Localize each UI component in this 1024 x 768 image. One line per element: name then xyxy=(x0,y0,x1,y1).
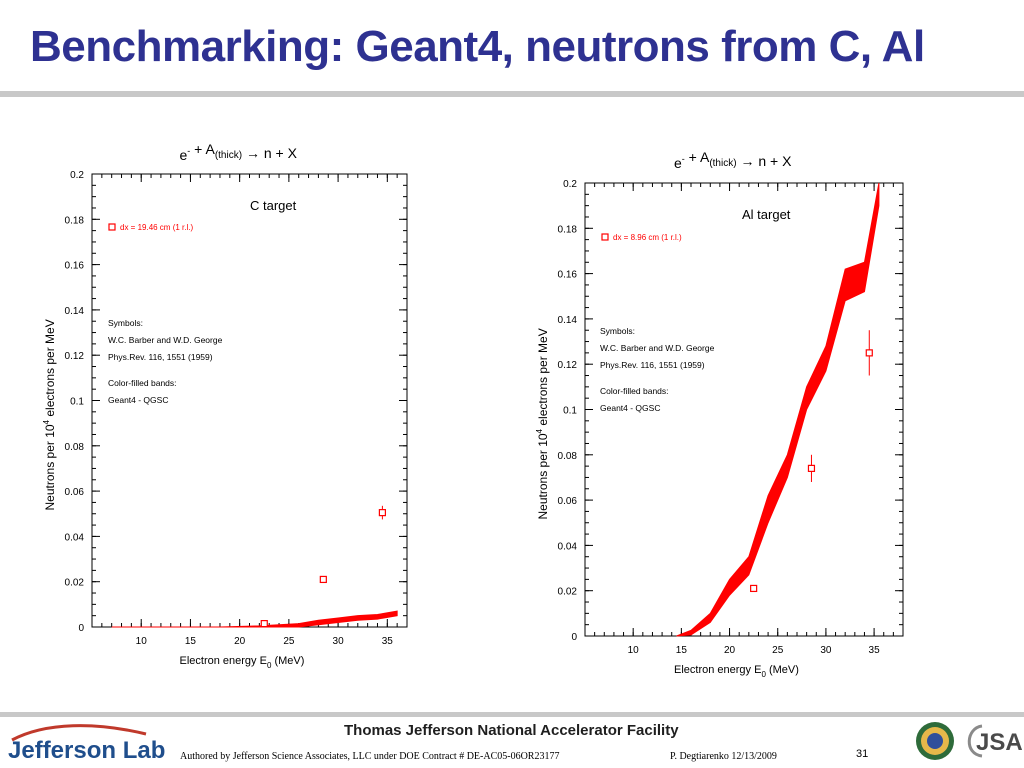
chart-panel-2: e- + A(thick) → n + X 0 0.02 0.04 0.06 0.08 0.… xyxy=(535,149,904,679)
jsa-logo: JSA xyxy=(967,724,1023,758)
data-point xyxy=(260,620,268,628)
jsa-swirl xyxy=(967,724,983,758)
x-tick-label: 30 xyxy=(820,645,832,656)
note-line: W.C. Barber and W.D. George xyxy=(108,335,223,345)
y-tick-label: 0.06 xyxy=(558,496,578,507)
note-line: Phys.Rev. 116, 1551 (1959) xyxy=(108,352,213,362)
jefferson-lab-logo[interactable]: Jefferson Lab xyxy=(6,722,166,768)
y-axis-label: Neutrons per 104 electrons per MeV xyxy=(535,328,550,519)
data-point xyxy=(807,464,816,472)
data-point xyxy=(378,509,386,517)
y-tick-label: 0.1 xyxy=(70,397,84,408)
y-tick-label: 0.12 xyxy=(65,351,85,362)
x-tick-label: 15 xyxy=(185,636,197,647)
page-number: 31 xyxy=(856,748,869,760)
legend-marker-icon xyxy=(108,223,116,231)
legend-marker-text: dx = 8.96 cm (1 r.l.) xyxy=(613,233,682,242)
x-tick-label: 10 xyxy=(136,636,148,647)
x-axis-label: Electron energy E0 (MeV) xyxy=(180,655,305,670)
y-tick-label: 0.2 xyxy=(563,179,577,190)
y-tick-label: 0 xyxy=(78,623,84,634)
geant4-band xyxy=(111,610,398,628)
y-axis-label: Neutrons per 104 electrons per MeV xyxy=(42,319,57,510)
note-line: W.C. Barber and W.D. George xyxy=(600,343,715,353)
y-tick-label: 0 xyxy=(571,632,577,643)
x-tick-label: 15 xyxy=(676,645,688,656)
note-line: Symbols: xyxy=(600,326,635,336)
y-tick-label: 0.18 xyxy=(65,215,85,226)
y-tick-label: 0.16 xyxy=(65,261,85,272)
y-tick-label: 0.2 xyxy=(70,170,84,181)
contract-note: Authored by Jefferson Science Associates… xyxy=(180,751,560,762)
page-title: Benchmarking: Geant4, neutrons from C, A… xyxy=(30,22,925,71)
jsa-text: JSA xyxy=(976,729,1023,756)
facility-name: Thomas Jefferson National Accelerator Fa… xyxy=(344,722,679,739)
x-tick-label: 10 xyxy=(628,645,640,656)
charts-canvas: e- + A(thick) → n + X 0 0.02 0.04 0.06 0.08 0.… xyxy=(42,141,904,679)
y-tick-label: 0.06 xyxy=(65,487,85,498)
y-tick-label: 0.08 xyxy=(558,451,578,462)
x-tick-label: 30 xyxy=(333,636,345,647)
chart-title: e- + A(thick) → n + X xyxy=(180,141,298,163)
footer-divider xyxy=(0,712,1024,717)
y-tick-label: 0.14 xyxy=(65,306,85,317)
logo-text: Jefferson Lab xyxy=(8,737,165,764)
y-tick-label: 0.18 xyxy=(558,224,578,235)
y-tick-label: 0.02 xyxy=(65,578,85,589)
y-tick-label: 0.04 xyxy=(558,541,578,552)
geant4-band xyxy=(676,182,880,637)
author-date: P. Degtiarenko 12/13/2009 xyxy=(670,751,777,762)
note-line: Color-filled bands: xyxy=(600,386,669,396)
y-tick-label: 0.02 xyxy=(558,587,578,598)
doe-seal-icon xyxy=(916,722,954,760)
logo-swoosh xyxy=(11,724,147,742)
chart-title: e- + A(thick) → n + X xyxy=(674,149,792,171)
y-tick-label: 0.04 xyxy=(65,532,85,543)
note-line: Color-filled bands: xyxy=(108,378,177,388)
x-tick-label: 35 xyxy=(382,636,394,647)
x-tick-label: 25 xyxy=(772,645,784,656)
x-tick-label: 20 xyxy=(724,645,736,656)
y-tick-label: 0.1 xyxy=(563,406,577,417)
panel-label: C target xyxy=(250,198,297,213)
note-line: Symbols: xyxy=(108,318,143,328)
chart-panel-1: e- + A(thick) → n + X 0 0.02 0.04 0.06 0.08 0.… xyxy=(42,141,408,670)
x-axis-label: Electron energy E0 (MeV) xyxy=(674,664,799,679)
data-point xyxy=(750,584,758,593)
legend-marker-text: dx = 19.46 cm (1 r.l.) xyxy=(120,223,193,232)
note-line: Geant4 - QGSC xyxy=(600,403,660,413)
note-line: Phys.Rev. 116, 1551 (1959) xyxy=(600,360,705,370)
legend-marker-icon xyxy=(601,233,609,241)
y-tick-label: 0.14 xyxy=(558,315,578,326)
panel-label: Al target xyxy=(742,207,791,222)
x-tick-label: 35 xyxy=(869,645,881,656)
y-tick-label: 0.12 xyxy=(558,360,578,371)
x-tick-label: 25 xyxy=(283,636,295,647)
x-tick-label: 20 xyxy=(234,636,246,647)
data-point xyxy=(319,575,327,584)
y-tick-label: 0.16 xyxy=(558,270,578,281)
note-line: Geant4 - QGSC xyxy=(108,395,168,405)
data-point xyxy=(865,349,873,357)
y-tick-label: 0.08 xyxy=(65,442,85,453)
title-divider xyxy=(0,91,1024,97)
